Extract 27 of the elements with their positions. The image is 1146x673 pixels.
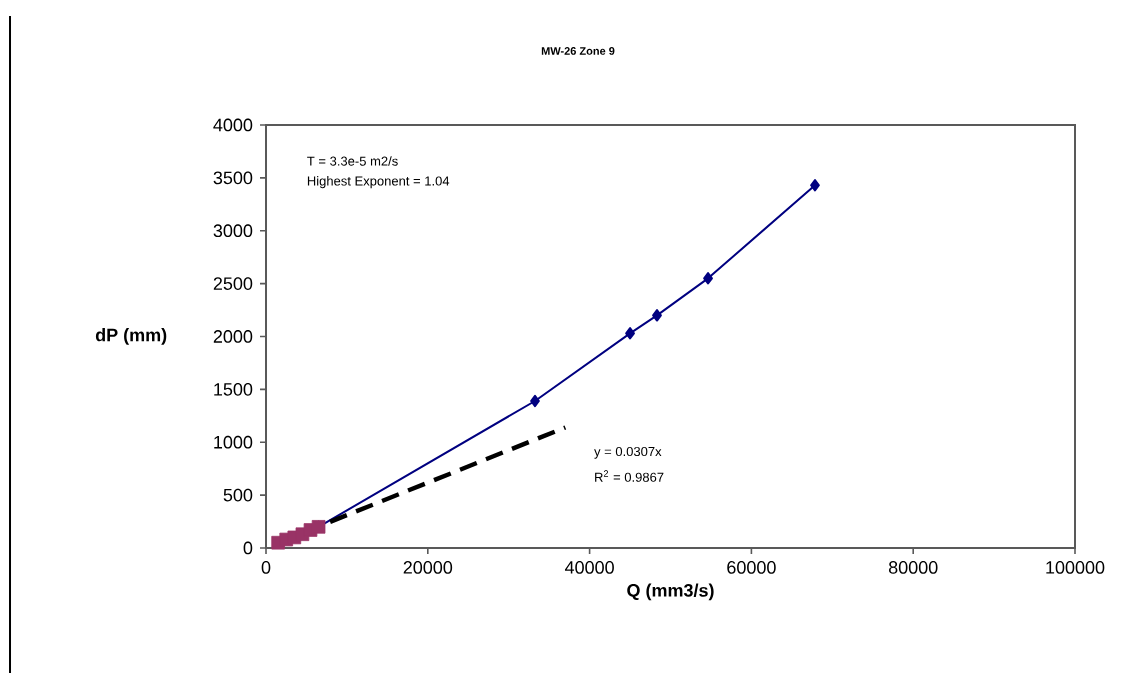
point bbox=[625, 327, 635, 340]
x-tick-label: 60000 bbox=[727, 561, 776, 574]
annotation: Highest Exponent = 1.04 bbox=[307, 176, 450, 189]
y-tick-label: 3500 bbox=[213, 171, 253, 185]
y-axis-title: dP (mm) bbox=[95, 328, 167, 345]
point bbox=[652, 309, 662, 322]
x-tick-label: 100000 bbox=[1046, 561, 1105, 574]
y-tick-label: 0 bbox=[243, 541, 253, 555]
annotation: T = 3.3e-5 m2/s bbox=[307, 156, 398, 166]
y-tick-label: 1500 bbox=[214, 382, 253, 396]
point bbox=[703, 272, 713, 285]
x-tick-label: 40000 bbox=[564, 561, 614, 574]
y-tick-label: 500 bbox=[223, 488, 253, 502]
x-tick-label: 80000 bbox=[888, 561, 938, 574]
point bbox=[810, 179, 820, 192]
chart-title: MW-26 Zone 9 bbox=[541, 47, 615, 55]
x-tick-label: 20000 bbox=[403, 561, 453, 574]
y-tick-label: 2000 bbox=[213, 330, 253, 343]
annotation: y = 0.0307x bbox=[594, 446, 662, 459]
y-tick-label: 4000 bbox=[213, 118, 253, 132]
x-tick-label: 0 bbox=[261, 561, 271, 574]
y-tick-label: 1000 bbox=[214, 435, 253, 449]
point bbox=[530, 394, 540, 408]
y-tick-label: 2500 bbox=[213, 277, 253, 290]
annotation: R$^{2}$ = 0.9867 bbox=[595, 470, 664, 482]
y-tick-label: 3000 bbox=[213, 224, 253, 238]
x-axis-title: Q (mm3/s) bbox=[627, 583, 714, 601]
